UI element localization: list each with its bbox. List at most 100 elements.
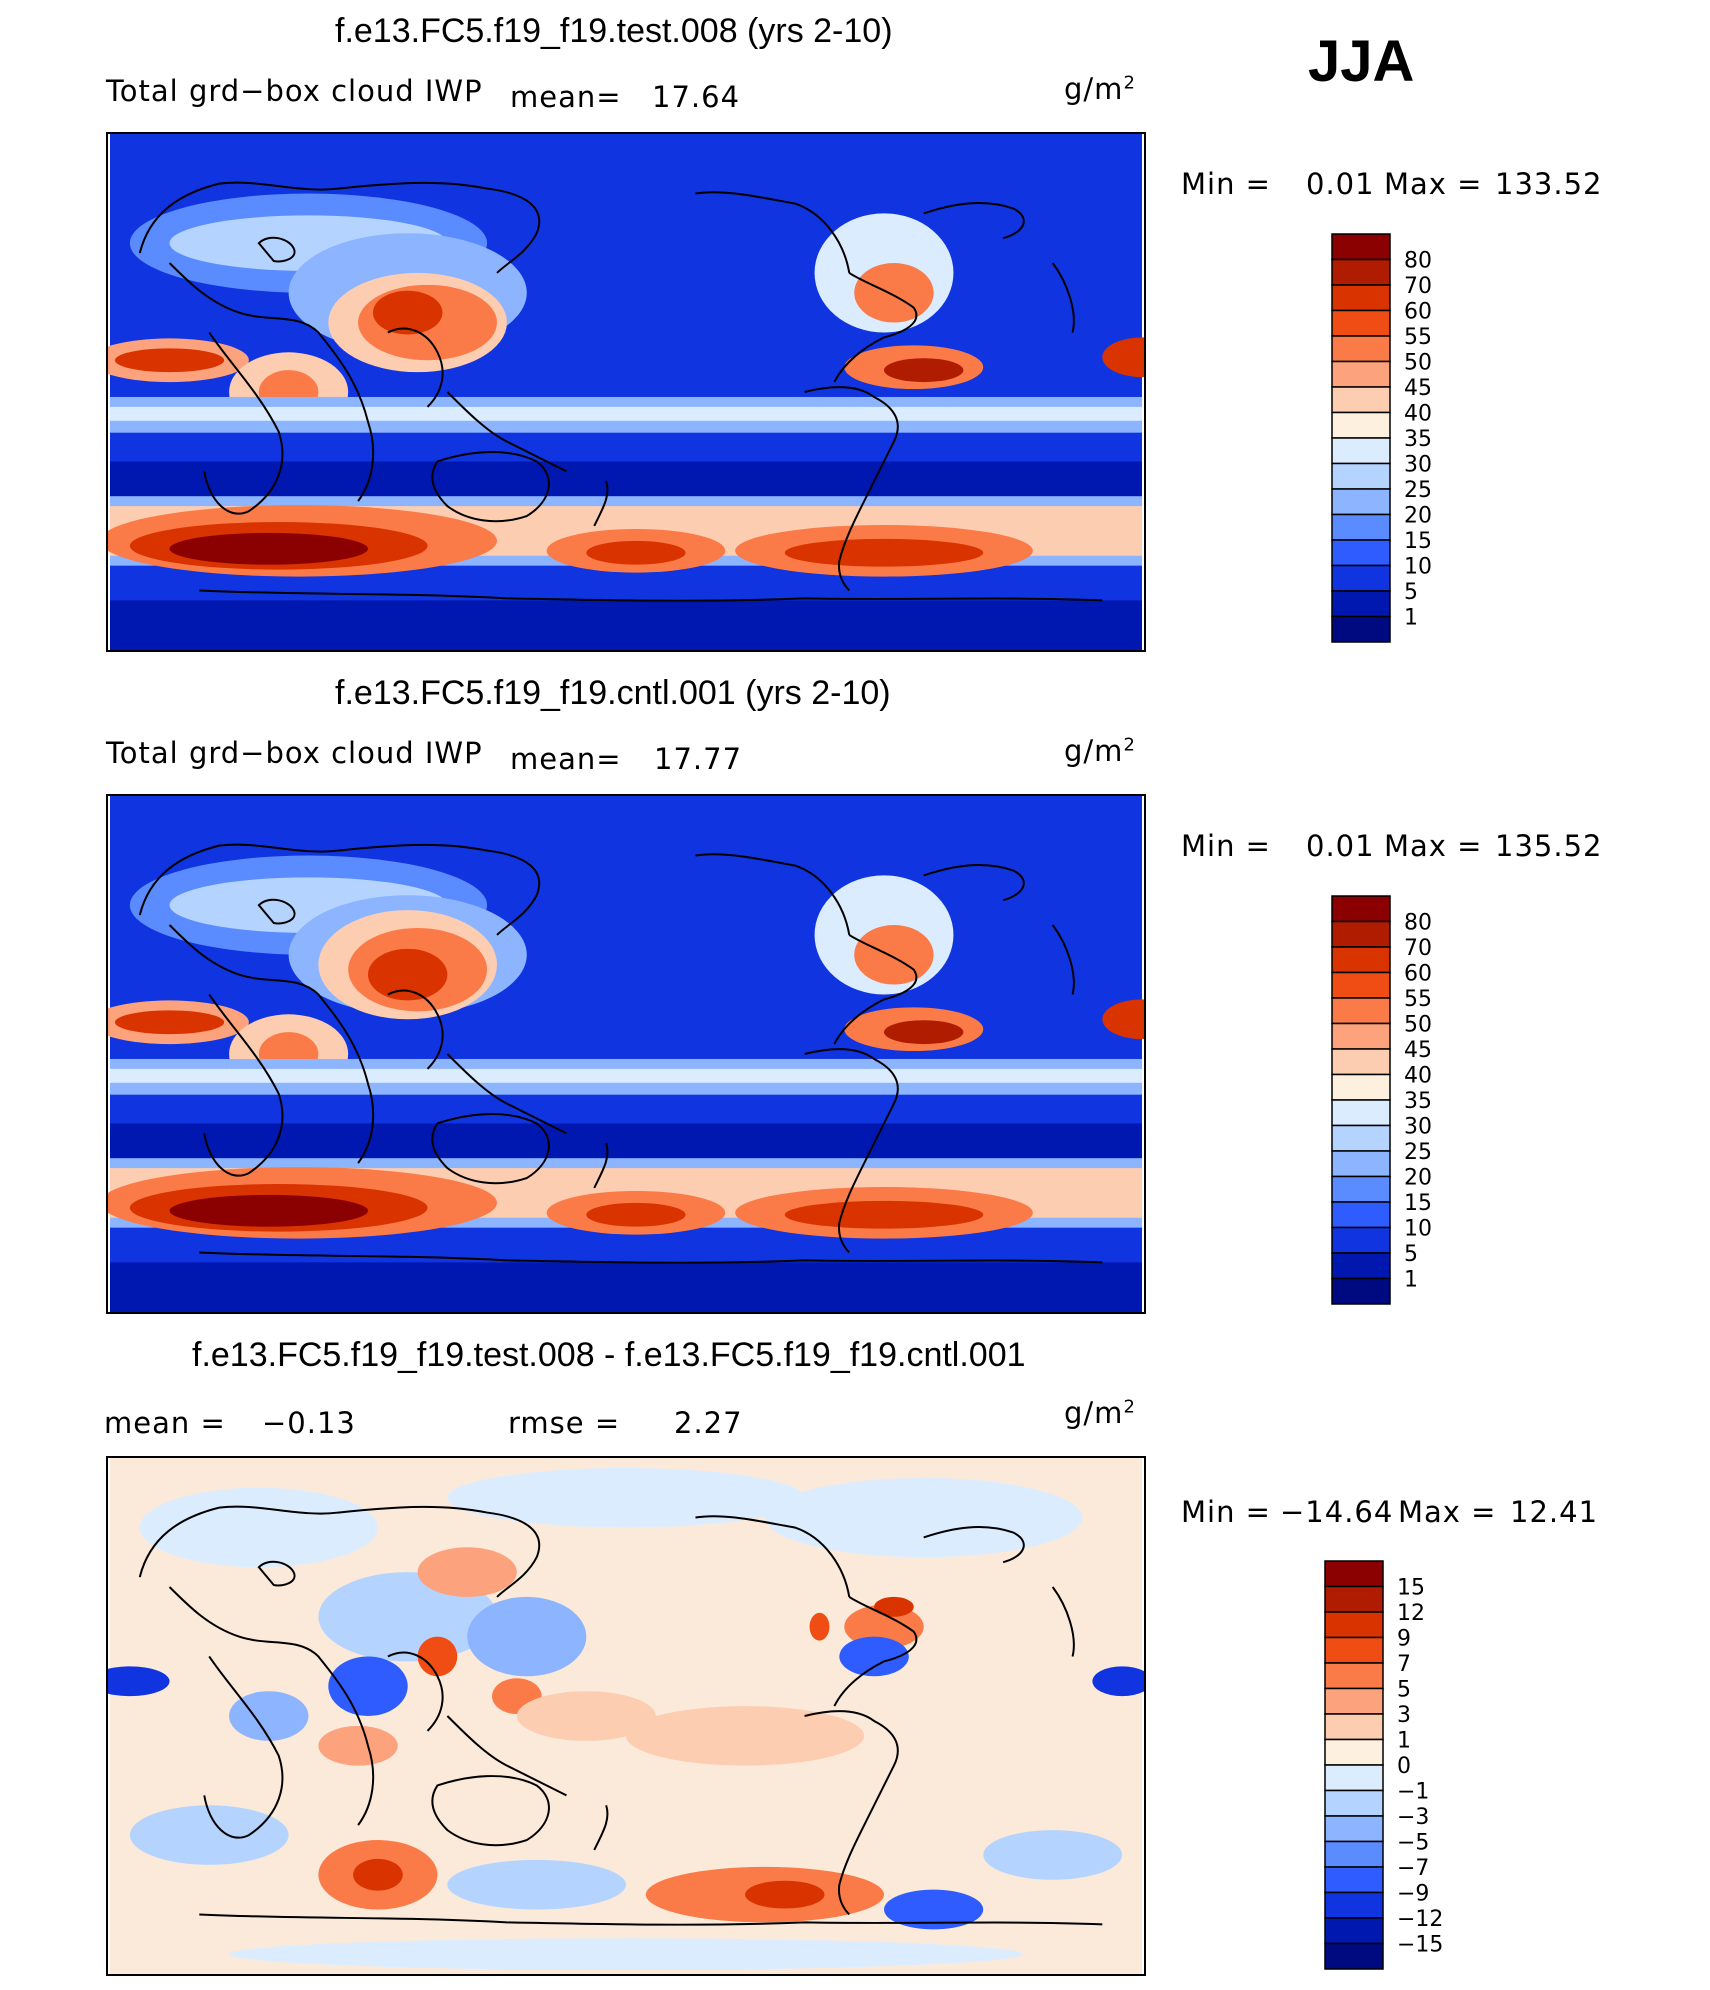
season-label: JJA — [1308, 29, 1415, 94]
panel2-title: f.e13.FC5.f19_f19.cntl.001 (yrs 2-10) — [335, 674, 891, 712]
colorbar-box — [1324, 1815, 1384, 1843]
colorbar-tick-label: 7 — [1397, 1652, 1411, 1677]
colorbar-tick-label: 60 — [1404, 300, 1432, 325]
colorbar-tick-label: 35 — [1404, 427, 1432, 452]
panel2-variable: Total grd−box cloud IWP — [106, 736, 483, 770]
colorbar-box — [1331, 1175, 1391, 1203]
colorbar-box — [1331, 1048, 1391, 1076]
colorbar-box — [1331, 360, 1391, 388]
colorbar-tick-label: −7 — [1397, 1856, 1429, 1881]
colorbar-tick-label: −9 — [1397, 1882, 1429, 1907]
units-base: g/m — [1064, 1396, 1124, 1430]
units-exp: 2 — [1123, 1396, 1136, 1418]
colorbar-tick-label: 3 — [1397, 1703, 1411, 1728]
colorbar-tick-label: 15 — [1404, 1191, 1432, 1216]
colorbar-box — [1331, 335, 1391, 363]
colorbar-box — [1324, 1866, 1384, 1894]
diff-pattern — [108, 1467, 1144, 1971]
panel3-rmse-value: 2.27 — [674, 1406, 743, 1440]
units-base: g/m — [1064, 734, 1124, 768]
colorbar-tick-label: 30 — [1404, 1115, 1432, 1140]
colorbar-panel3: 15 12 9 7 5 3 1 0 −1 −3 −5 −7 −9 −12 −15 — [1324, 1560, 1475, 1971]
colorbar-box — [1331, 513, 1391, 541]
colorbar-tick-label: 70 — [1404, 274, 1432, 299]
colorbar-tick-label: 5 — [1404, 580, 1418, 605]
colorbar-tick-label: 55 — [1404, 987, 1432, 1012]
panel3-rmse-label: rmse = — [508, 1406, 621, 1440]
colorbar-tick-label: 5 — [1397, 1678, 1411, 1703]
panel1-title: f.e13.FC5.f19_f19.test.008 (yrs 2-10) — [335, 12, 893, 50]
panel1-units: g/m2 — [1064, 72, 1136, 106]
colorbar-tick-label: 70 — [1404, 936, 1432, 961]
units-exp: 2 — [1123, 72, 1136, 94]
colorbar-box — [1331, 1022, 1391, 1050]
colorbar-box — [1331, 1124, 1391, 1152]
colorbar-tick-label: 25 — [1404, 1140, 1432, 1165]
colorbar-box — [1331, 386, 1391, 414]
colorbar-box — [1331, 258, 1391, 286]
panel1-mean-value: 17.64 — [652, 80, 741, 114]
colorbar-box — [1331, 971, 1391, 999]
panel3-units: g/m2 — [1064, 1396, 1136, 1430]
panel2-mean-label: mean= — [510, 742, 622, 776]
colorbar-box — [1331, 233, 1391, 261]
colorbar-box — [1331, 920, 1391, 948]
colorbar-tick-label: −1 — [1397, 1780, 1429, 1805]
colorbar-panel1: 80 70 60 55 50 45 40 35 30 25 20 15 10 5 1 — [1331, 233, 1482, 644]
colorbar-tick-label: 20 — [1404, 1166, 1432, 1191]
panel3-min-label: Min = — [1181, 1495, 1271, 1529]
panel3-max-label: Max = — [1398, 1495, 1497, 1529]
colorbar-tick-label: 50 — [1404, 1013, 1432, 1038]
colorbar-tick-label: 10 — [1404, 555, 1432, 580]
colorbar-tick-label: 45 — [1404, 376, 1432, 401]
panel1-min-value: 0.01 — [1306, 167, 1375, 201]
colorbar-box — [1324, 1662, 1384, 1690]
colorbar-box — [1331, 564, 1391, 592]
panel3-min-value: −14.64 — [1280, 1495, 1394, 1529]
units-base: g/m — [1064, 72, 1124, 106]
panel3-mean-value: −0.13 — [262, 1406, 356, 1440]
map-panel-control — [106, 794, 1146, 1314]
colorbar-tick-label: 1 — [1397, 1729, 1411, 1754]
colorbar-box — [1331, 615, 1391, 643]
colorbar-box — [1331, 309, 1391, 337]
panel2-min-value: 0.01 — [1306, 829, 1375, 863]
colorbar-box — [1324, 1789, 1384, 1817]
colorbar-tick-label: 55 — [1404, 325, 1432, 350]
colorbar-tick-label: 40 — [1404, 1064, 1432, 1089]
colorbar-box — [1331, 946, 1391, 974]
colorbar-tick-label: 10 — [1404, 1217, 1432, 1242]
colorbar-box — [1331, 462, 1391, 490]
colorbar-tick-label: 25 — [1404, 478, 1432, 503]
colorbar-panel2: 80 70 60 55 50 45 40 35 30 25 20 15 10 5 1 — [1331, 895, 1482, 1306]
colorbar-box — [1331, 539, 1391, 567]
panel2-mean-value: 17.77 — [654, 742, 743, 776]
colorbar-tick-label: 60 — [1404, 962, 1432, 987]
panel2-max-label: Max = — [1384, 829, 1483, 863]
colorbar-tick-label: −5 — [1397, 1831, 1429, 1856]
colorbar-box — [1331, 437, 1391, 465]
colorbar-box — [1331, 1150, 1391, 1178]
colorbar-box — [1331, 1099, 1391, 1127]
colorbar-box — [1324, 1713, 1384, 1741]
colorbar-box — [1324, 1611, 1384, 1639]
map-panel-difference — [106, 1456, 1146, 1976]
colorbar-box — [1331, 1201, 1391, 1229]
colorbar-box — [1331, 997, 1391, 1025]
panel2-units: g/m2 — [1064, 734, 1136, 768]
colorbar-tick-label: 9 — [1397, 1627, 1411, 1652]
panel3-max-value: 12.41 — [1510, 1495, 1599, 1529]
colorbar-box — [1324, 1560, 1384, 1588]
colorbar-tick-label: 80 — [1404, 911, 1432, 936]
colorbar-tick-label: 35 — [1404, 1089, 1432, 1114]
panel1-max-label: Max = — [1384, 167, 1483, 201]
colorbar-tick-label: −12 — [1397, 1907, 1443, 1932]
colorbar-box — [1331, 895, 1391, 923]
panel1-max-value: 133.52 — [1495, 167, 1603, 201]
colorbar-box — [1324, 1891, 1384, 1919]
colorbar-tick-label: 45 — [1404, 1038, 1432, 1063]
panel2-max-value: 135.52 — [1495, 829, 1603, 863]
colorbar-tick-label: 1 — [1404, 1268, 1418, 1293]
colorbar-tick-label: −3 — [1397, 1805, 1429, 1830]
panel3-title: f.e13.FC5.f19_f19.test.008 - f.e13.FC5.f… — [192, 1336, 1026, 1374]
